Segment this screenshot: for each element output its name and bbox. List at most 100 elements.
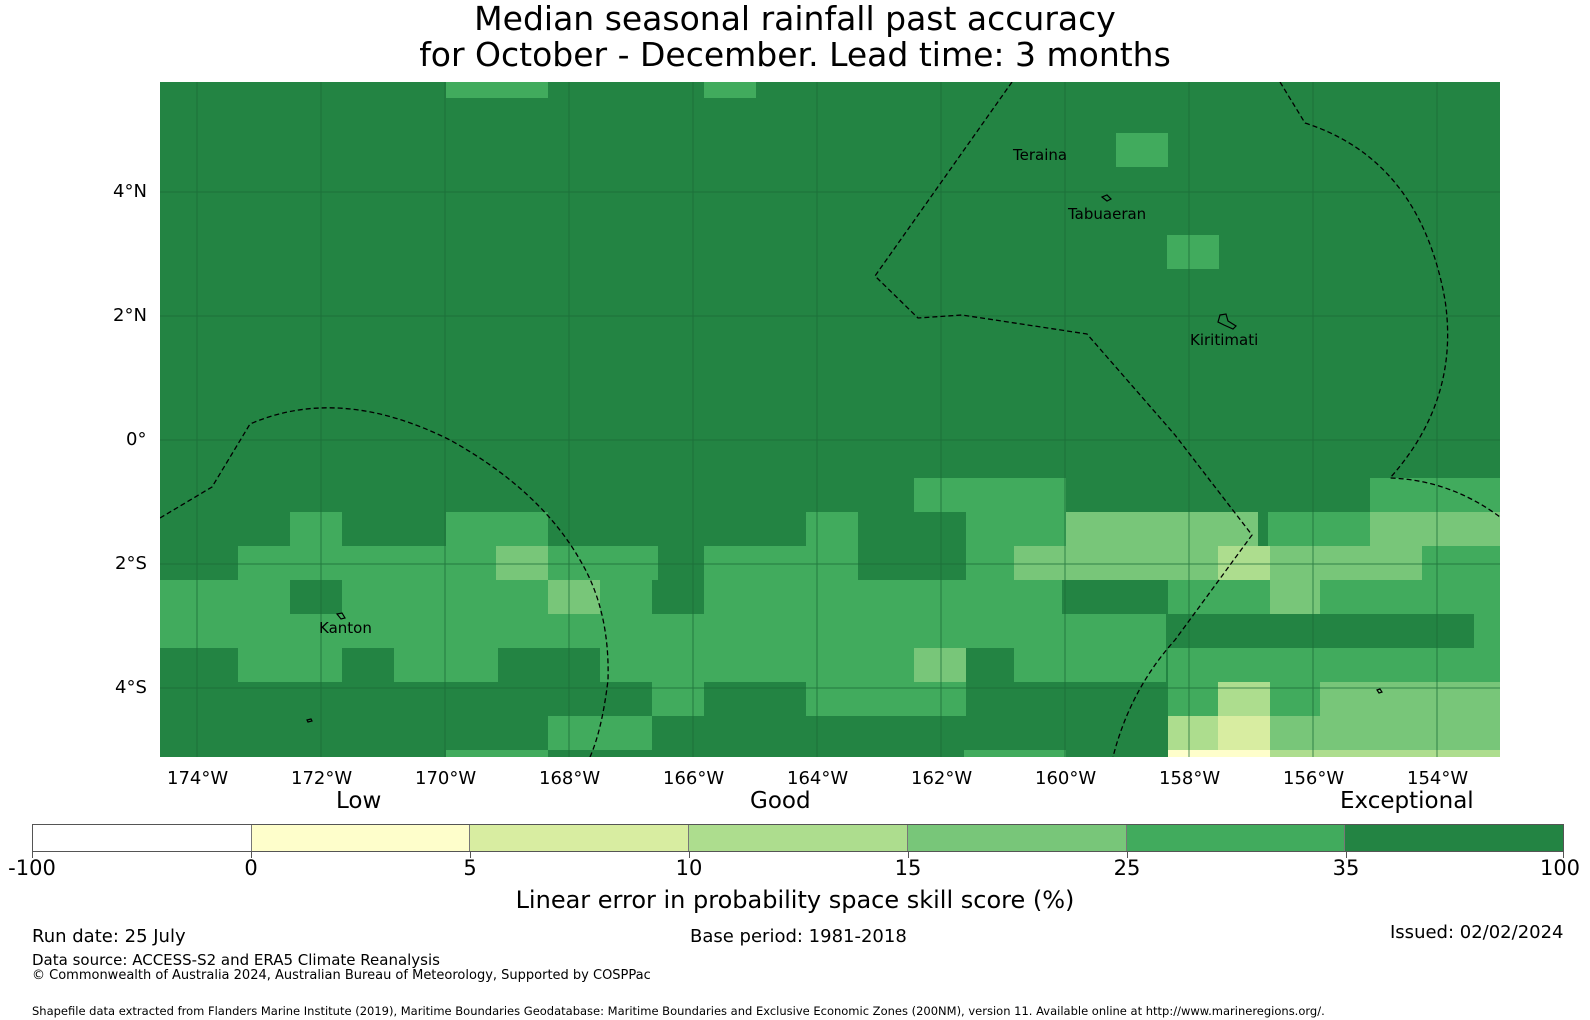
lon-tick-label: 154°W — [1407, 768, 1469, 789]
skill-cell — [806, 682, 966, 716]
skill-cell — [1168, 716, 1220, 750]
colorbar-bin — [251, 825, 471, 851]
skill-cell — [1270, 750, 1500, 757]
skill-cell — [1218, 716, 1270, 750]
skill-cell — [1168, 682, 1220, 716]
skill-cell — [1167, 235, 1219, 269]
skill-cell — [160, 580, 290, 614]
lon-tick-label: 166°W — [663, 768, 725, 789]
colorbar-tick-label: 0 — [244, 856, 258, 880]
data-source: Data source: ACCESS-S2 and ERA5 Climate … — [32, 951, 440, 969]
map-title-line-1: Median seasonal rainfall past accuracy — [474, 0, 1116, 38]
skill-cell — [238, 648, 342, 682]
place-label-tabuaeran: Tabuaeran — [1067, 205, 1146, 223]
colorbar-tick-label: 5 — [463, 856, 477, 880]
lon-tick-label: 164°W — [787, 768, 849, 789]
colorbar-bin — [1345, 825, 1564, 851]
skill-cells — [160, 82, 1500, 757]
skill-cell — [1422, 546, 1500, 580]
skill-cell — [1370, 478, 1500, 512]
colorbar-tick-label: 35 — [1332, 856, 1360, 880]
colorbar-tick — [1127, 852, 1128, 858]
place-labels: Teraina Tabuaeran Kiritimati Kanton — [319, 146, 1258, 637]
skill-cell — [1218, 682, 1270, 716]
lon-tick-label: 162°W — [911, 768, 973, 789]
skill-cell — [806, 512, 858, 546]
skill-cell — [966, 546, 1014, 580]
skill-cell — [1168, 648, 1500, 682]
skill-cell — [446, 512, 548, 546]
skill-cell — [1270, 580, 1322, 614]
colorbar-bin — [907, 825, 1127, 851]
colorbar-tick — [470, 852, 471, 858]
eez-boundaries — [160, 82, 1500, 757]
lon-tick-label: 160°W — [1035, 768, 1097, 789]
colorbar-tick — [689, 852, 690, 858]
colorbar-axis-label: Linear error in probability space skill … — [515, 886, 1075, 914]
skill-cell — [600, 648, 964, 682]
skill-cell — [600, 580, 652, 614]
skill-cell — [1218, 750, 1270, 757]
lat-tick-label: 2°N — [113, 305, 147, 326]
graticule — [160, 82, 1500, 757]
place-label-kiritimati: Kiritimati — [1190, 331, 1258, 349]
skill-cell — [964, 750, 1066, 757]
lon-tick-label: 168°W — [539, 768, 601, 789]
skill-cell — [1270, 546, 1422, 580]
skill-cell — [704, 82, 756, 98]
run-date: Run date: 25 July — [32, 926, 186, 947]
colorbar-bin — [1126, 825, 1346, 851]
colorbar-tick — [908, 852, 909, 858]
skill-cell — [704, 580, 1062, 614]
legend-category-low: Low — [336, 788, 382, 814]
colorbar-tick — [1563, 852, 1564, 858]
lat-tick-label: 4°N — [113, 181, 147, 202]
skill-cell — [966, 512, 1066, 546]
skill-cell — [394, 648, 498, 682]
skill-cell — [1320, 580, 1500, 614]
skill-cell — [1268, 512, 1370, 546]
skill-cell — [1014, 546, 1218, 580]
skill-cell — [160, 614, 1166, 648]
lat-tick-label: 4°S — [115, 677, 147, 698]
skill-cell — [914, 478, 1066, 512]
skill-cell — [548, 716, 652, 750]
skill-cell — [1066, 512, 1258, 546]
colorbar-bin — [689, 825, 908, 851]
skill-cell — [1422, 682, 1500, 716]
shapefile-attribution: Shapefile data extracted from Flanders M… — [32, 1004, 1325, 1018]
skill-cell — [446, 750, 548, 757]
lon-tick-label: 158°W — [1159, 768, 1221, 789]
colorbar-tick-label: 100 — [1539, 856, 1581, 880]
skill-cell — [548, 580, 600, 614]
map-plot-area — [160, 82, 1500, 757]
lat-tick-label: 0° — [126, 429, 147, 450]
skill-cell — [704, 546, 858, 580]
colorbar-tick-label: 25 — [1113, 856, 1141, 880]
colorbar-bin — [33, 825, 252, 851]
skill-cell — [446, 82, 548, 98]
skill-cell — [1168, 750, 1220, 757]
lon-tick-label: 172°W — [291, 768, 353, 789]
skill-cell — [342, 580, 550, 614]
skill-cell — [1270, 716, 1500, 750]
skill-cell — [1270, 682, 1322, 716]
colorbar — [32, 824, 1564, 852]
base-period: Base period: 1981-2018 — [690, 926, 907, 947]
colorbar-bin — [470, 825, 690, 851]
lon-tick-label: 174°W — [167, 768, 229, 789]
lat-tick-label: 2°S — [115, 553, 147, 574]
skill-cell — [548, 546, 658, 580]
legend-category-good: Good — [750, 788, 811, 814]
colorbar-tick-label: 10 — [675, 856, 703, 880]
place-label-teraina: Teraina — [1012, 146, 1067, 164]
colorbar-tick — [251, 852, 252, 858]
skill-cell — [1168, 580, 1270, 614]
colorbar-tick-label: -100 — [8, 856, 56, 880]
map-title-line-2: for October - December. Lead time: 3 mon… — [419, 35, 1171, 74]
skill-cell — [652, 682, 704, 716]
skill-cell — [496, 546, 548, 580]
skill-cell — [290, 512, 342, 546]
skill-cell — [1218, 546, 1270, 580]
colorbar-tick-label: 15 — [894, 856, 922, 880]
